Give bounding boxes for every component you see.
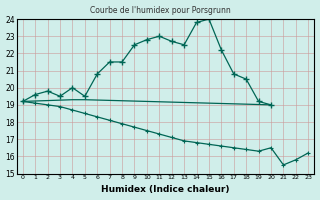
Text: Courbe de l'humidex pour Porsgrunn: Courbe de l'humidex pour Porsgrunn	[90, 6, 230, 15]
X-axis label: Humidex (Indice chaleur): Humidex (Indice chaleur)	[101, 185, 230, 194]
